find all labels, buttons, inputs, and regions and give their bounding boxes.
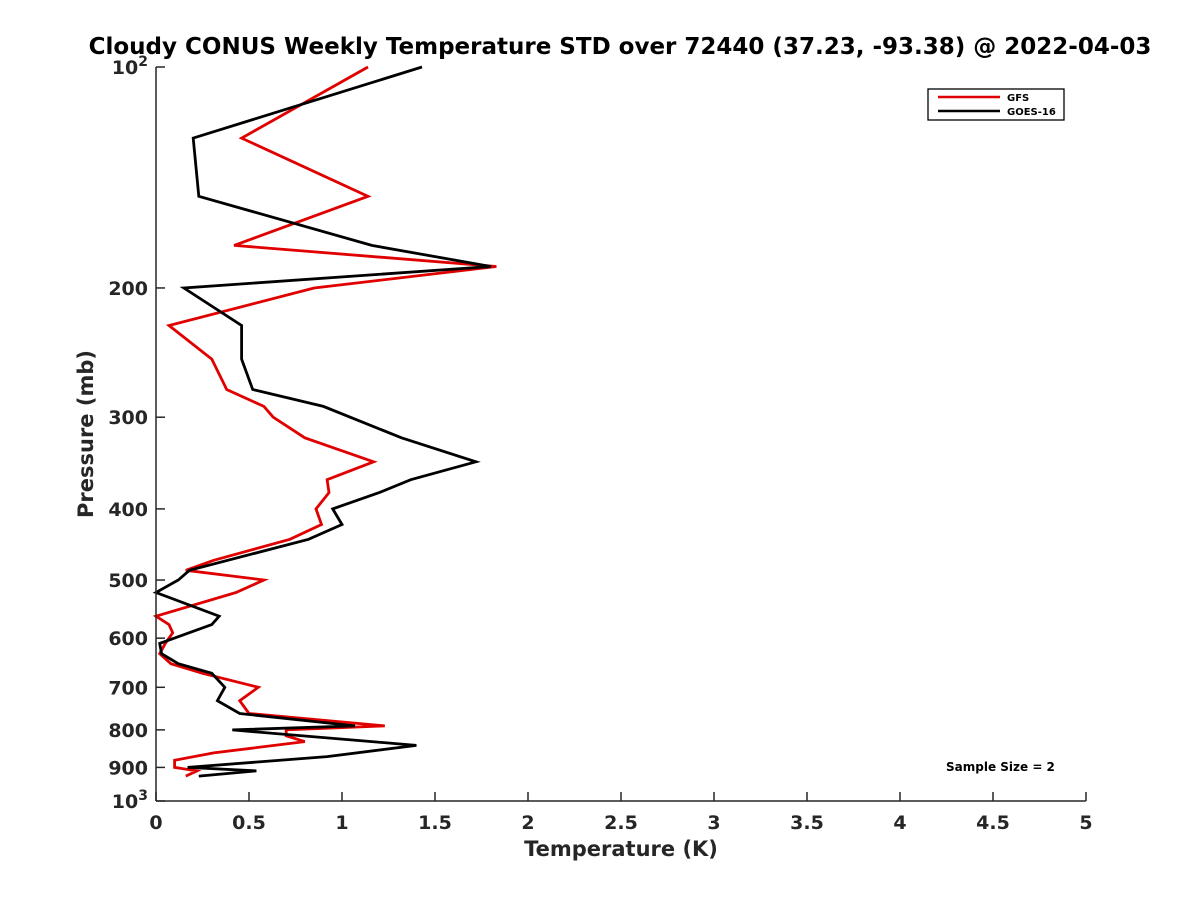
- x-tick-label: 4.5: [976, 812, 1010, 834]
- y-tick-label: 103: [112, 788, 148, 813]
- y-tick-label: 600: [108, 628, 148, 650]
- x-tick-label: 2: [521, 812, 534, 834]
- x-tick-label: 3.5: [790, 812, 824, 834]
- x-tick-label: 0.5: [232, 812, 266, 834]
- y-tick-label: 800: [108, 720, 148, 742]
- sample-size-annotation: Sample Size = 2: [946, 760, 1055, 774]
- x-tick-label: 2.5: [604, 812, 638, 834]
- series-line-goes16: [152, 65, 492, 778]
- x-axis-label: Temperature (K): [524, 837, 718, 861]
- x-tick-label: 5: [1079, 812, 1092, 834]
- y-tick-label: 900: [108, 757, 148, 779]
- x-ticks: 0 0.5 1 1.5 2 2.5 3 3.5 4 4.5 5: [149, 792, 1093, 834]
- y-tick-label: 200: [108, 278, 148, 300]
- x-tick-label: 0: [149, 812, 162, 834]
- chart-title: Cloudy CONUS Weekly Temperature STD over…: [89, 34, 1152, 60]
- y-axis-label: Pressure (mb): [74, 350, 98, 518]
- y-tick-label: 500: [108, 570, 148, 592]
- y-ticks: 102 200 300 400 500 600 700 800 900 103: [108, 54, 165, 813]
- y-tick-label: 700: [108, 677, 148, 699]
- series-lines: [152, 65, 497, 778]
- x-tick-label: 3: [707, 812, 720, 834]
- legend-box: [927, 88, 1065, 121]
- x-tick-label: 1: [335, 812, 348, 834]
- legend: GFS GOES-16: [927, 88, 1065, 121]
- y-tick-label: 400: [108, 499, 148, 521]
- y-tick-label: 102: [112, 54, 148, 79]
- series-line-gfs: [152, 65, 497, 778]
- y-tick-label: 300: [108, 407, 148, 429]
- legend-label-goes16: GOES-16: [1007, 107, 1056, 118]
- x-tick-label: 1.5: [418, 812, 452, 834]
- x-tick-label: 4: [893, 812, 906, 834]
- legend-label-gfs: GFS: [1007, 93, 1029, 104]
